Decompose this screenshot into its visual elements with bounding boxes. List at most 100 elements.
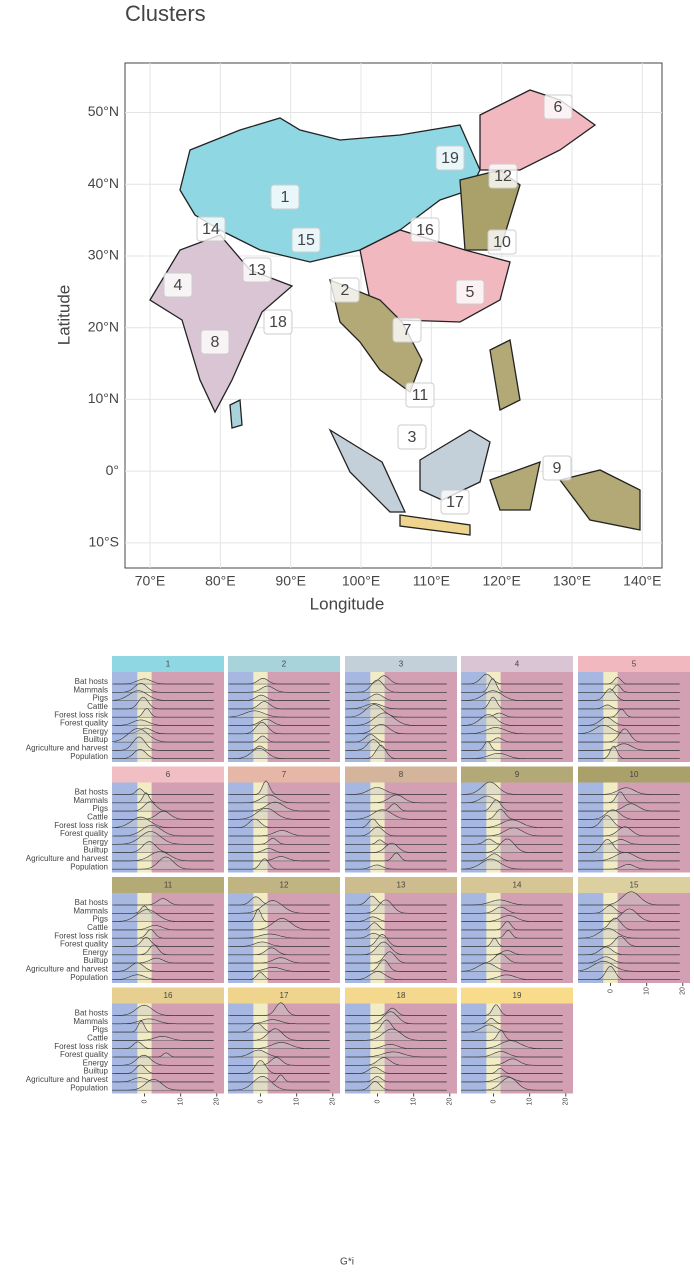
density	[578, 935, 680, 947]
strip	[461, 877, 573, 893]
density	[577, 960, 680, 972]
cluster-label: 11	[412, 387, 429, 404]
density	[578, 908, 680, 922]
y-tick-label: 10°N	[88, 390, 119, 406]
density	[345, 852, 447, 862]
x-tick-label: 110°E	[413, 573, 450, 589]
density	[112, 678, 214, 685]
cluster-label: 14	[202, 221, 220, 238]
cluster-label: 1	[281, 189, 290, 206]
x-tick-label: 70°E	[135, 573, 166, 589]
variable-label: Builtup	[84, 735, 109, 744]
y-tick-label: 40°N	[88, 175, 119, 191]
density	[228, 1049, 330, 1058]
density	[461, 1017, 563, 1025]
density	[112, 905, 214, 914]
x-tick-label: 130°E	[553, 573, 591, 589]
density	[345, 693, 447, 701]
density	[577, 724, 680, 735]
cluster-label: 12	[494, 168, 512, 185]
density	[578, 688, 680, 701]
density	[112, 856, 214, 870]
density	[461, 737, 563, 743]
density	[345, 1076, 447, 1083]
density	[228, 933, 330, 939]
density	[461, 915, 563, 922]
density	[461, 929, 563, 939]
density	[345, 916, 447, 922]
density	[345, 1057, 447, 1066]
y-tick-label: 0°	[106, 462, 119, 478]
strip	[461, 766, 573, 783]
density	[461, 727, 563, 735]
density	[112, 792, 214, 804]
density	[228, 947, 330, 956]
density	[112, 811, 214, 820]
density	[461, 690, 563, 701]
density	[461, 1024, 563, 1033]
variable-label: Cattle	[87, 702, 108, 711]
strip	[461, 656, 573, 672]
panel-title: 11	[164, 881, 173, 890]
density	[578, 745, 680, 759]
density	[112, 696, 214, 710]
variable-label: Builtup	[84, 846, 109, 855]
cluster-label-box	[487, 229, 517, 255]
density	[112, 898, 214, 906]
cluster-label: 15	[297, 232, 315, 249]
density	[345, 1043, 447, 1049]
panel-title: 2	[282, 660, 287, 669]
density	[345, 1007, 447, 1016]
density	[112, 1052, 214, 1058]
density	[578, 826, 680, 837]
density	[112, 1054, 214, 1066]
density	[228, 1028, 330, 1041]
density	[345, 842, 447, 853]
ridge-tick-label: 10	[643, 987, 650, 995]
density	[112, 1035, 214, 1041]
density	[461, 1004, 563, 1016]
density	[112, 719, 214, 726]
density	[578, 815, 680, 828]
panel-title: 10	[630, 770, 639, 779]
variable-label: Agriculture and harvest	[26, 744, 109, 753]
variable-label: Population	[70, 973, 108, 982]
density	[228, 745, 330, 751]
ridge-tick-label: 20	[563, 1098, 570, 1106]
density	[345, 951, 447, 964]
density	[228, 896, 330, 906]
density	[112, 736, 214, 751]
variable-label: Population	[70, 862, 108, 871]
variable-label: Bat hosts	[75, 788, 108, 797]
strip	[112, 987, 224, 1004]
density	[112, 801, 214, 812]
density	[345, 744, 447, 759]
y-axis-label: Latitude	[54, 285, 73, 346]
density	[112, 749, 214, 759]
cluster-label-box	[263, 309, 293, 335]
density	[578, 791, 680, 804]
variable-label: Cattle	[87, 923, 108, 932]
density	[228, 718, 330, 726]
density	[578, 839, 680, 845]
ridge-tick-label: 0	[257, 1099, 264, 1103]
panel-title: 17	[280, 991, 289, 1000]
cluster-label: 13	[248, 262, 266, 279]
cluster-label-box	[455, 279, 485, 305]
panel-title: 13	[397, 881, 406, 890]
variable-label: Forest quality	[60, 1050, 108, 1059]
density	[111, 690, 214, 701]
density	[112, 957, 214, 964]
variable-label: Pigs	[92, 1025, 108, 1034]
density	[112, 936, 214, 947]
density	[112, 1041, 214, 1049]
density	[461, 753, 563, 759]
density	[461, 696, 563, 710]
density	[345, 826, 447, 837]
ridge-tick-label: 10	[177, 1098, 184, 1106]
variable-label: Energy	[83, 727, 108, 736]
cluster-label-box	[163, 272, 193, 298]
density	[461, 950, 563, 956]
variable-label: Agriculture and harvest	[26, 854, 109, 863]
density	[460, 714, 563, 726]
